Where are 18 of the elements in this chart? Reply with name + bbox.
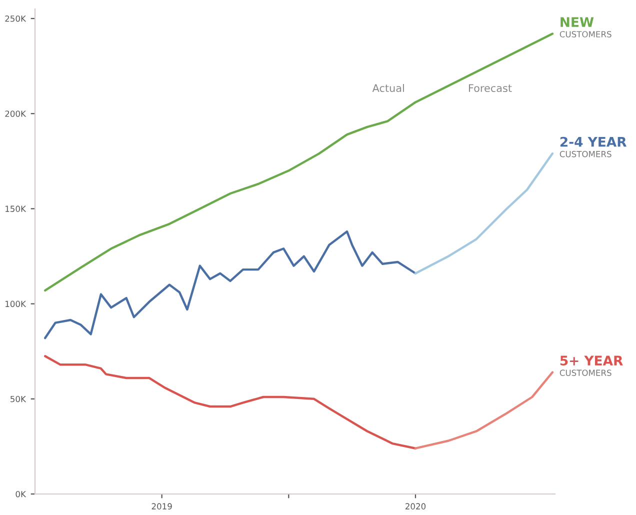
line-series — [414, 371, 554, 450]
line-series — [414, 152, 554, 274]
annotation: Forecast — [468, 84, 512, 92]
line-series — [44, 32, 554, 292]
y-tick-label: 50K — [10, 396, 26, 402]
text: 5+ YEAR CUSTOMERS — [560, 356, 623, 376]
series-label: NEW CUSTOMERS — [560, 17, 612, 38]
x-tick-label: 2019 — [152, 503, 172, 510]
y-tick-label: 250K — [5, 15, 26, 22]
x-tick-label: 2020 — [405, 503, 426, 510]
y-tick-label: 100K — [6, 300, 26, 308]
y-tick-label: 150K — [6, 206, 26, 212]
annotation: Actual — [372, 84, 404, 92]
y-tick-label: 0K — [16, 490, 26, 498]
line-series — [44, 355, 417, 450]
line-series — [44, 230, 417, 340]
y-tick-label: 200K — [5, 110, 26, 117]
text: 2-4 YEAR CUSTOMERS — [560, 136, 627, 158]
